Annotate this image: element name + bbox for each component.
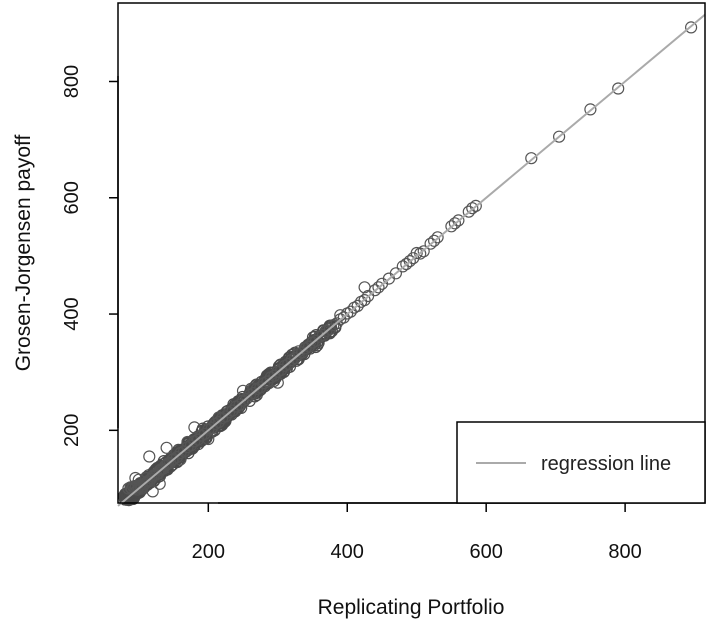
legend-label: regression line: [541, 453, 671, 475]
y-tick-label: 200: [61, 414, 83, 447]
data-point: [684, 21, 698, 34]
data-point: [431, 231, 444, 244]
regression-line: [117, 13, 706, 507]
y-tick-label: 800: [61, 65, 83, 98]
data-point: [466, 202, 479, 215]
data-point: [358, 294, 371, 307]
data-point: [188, 421, 201, 434]
legend: regression line: [456, 421, 706, 504]
data-point: [428, 234, 441, 247]
data-point: [552, 130, 566, 143]
y-axis: 200 400 600 800: [61, 65, 119, 447]
x-tick-label: 600: [469, 541, 502, 563]
data-point: [372, 281, 385, 294]
y-tick-label: 400: [61, 297, 83, 330]
y-tick-label: 600: [61, 181, 83, 214]
data-point: [584, 103, 597, 116]
x-axis-title: Replicating Portfolio: [318, 596, 505, 619]
x-tick-label: 400: [331, 541, 364, 563]
y-axis-title: Grosen-Jorgensen payoff: [12, 135, 35, 372]
data-point: [403, 255, 416, 268]
data-point: [525, 152, 538, 165]
data-point: [271, 376, 284, 389]
data-point: [160, 441, 173, 454]
data-point: [448, 217, 461, 230]
data-point: [143, 450, 156, 463]
data-point: [417, 245, 430, 258]
data-point: [612, 82, 625, 95]
data-point: [469, 199, 482, 212]
data-point: [358, 281, 371, 294]
x-tick-label: 200: [192, 541, 225, 563]
data-points: [117, 21, 698, 507]
data-point: [129, 471, 142, 485]
data-point: [414, 247, 427, 260]
data-point: [452, 214, 465, 227]
x-tick-label: 800: [608, 541, 641, 563]
data-point: [424, 237, 437, 250]
dense-data-point: [222, 404, 235, 417]
data-point: [202, 432, 215, 446]
data-point: [146, 485, 159, 498]
data-point: [389, 267, 402, 280]
x-axis: 200 400 600 800: [192, 502, 642, 563]
data-point: [153, 477, 166, 490]
